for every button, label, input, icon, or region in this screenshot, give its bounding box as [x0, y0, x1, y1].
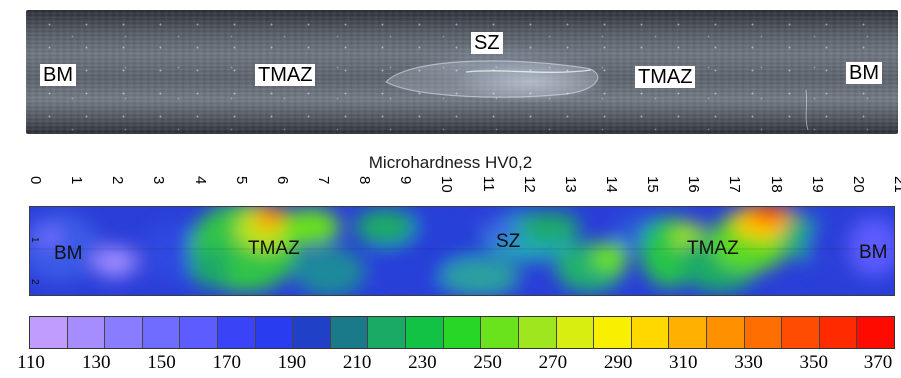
y-tick-2: 2 — [29, 279, 40, 285]
x-tick-5: 5 — [232, 176, 250, 185]
hardness-contour-map: 1 2 BM TMAZ SZ TMAZ BM — [29, 206, 895, 296]
legend-swatch-5 — [218, 317, 256, 348]
x-tick-21: 21 — [891, 176, 901, 193]
legend-value-270: 270 — [538, 352, 568, 373]
x-tick-2: 2 — [109, 176, 127, 185]
legend-swatch-15 — [594, 317, 632, 348]
legend-swatch-20 — [782, 317, 820, 348]
x-tick-3: 3 — [150, 176, 168, 185]
legend-value-130: 130 — [81, 352, 111, 373]
x-tick-0: 0 — [27, 176, 44, 185]
map-label-bm-left: BM — [54, 243, 83, 264]
legend-swatch-17 — [669, 317, 707, 348]
macro-label-tmaz-left: TMAZ — [255, 64, 316, 86]
legend-swatch-16 — [631, 317, 670, 348]
legend-swatch-8 — [330, 317, 369, 348]
legend-swatch-13 — [518, 317, 557, 348]
x-tick-18: 18 — [767, 176, 785, 193]
legend-value-210: 210 — [342, 352, 372, 373]
legend-value-330: 330 — [734, 352, 763, 373]
x-tick-15: 15 — [644, 176, 662, 193]
legend-swatch-10 — [406, 317, 444, 348]
x-tick-14: 14 — [603, 176, 620, 193]
macro-label-sz: SZ — [471, 32, 503, 54]
x-tick-9: 9 — [397, 176, 415, 185]
x-tick-1: 1 — [68, 176, 86, 185]
legend-swatch-22 — [857, 317, 895, 348]
macro-label-bm-left: BM — [40, 64, 76, 86]
legend-swatch-4 — [180, 317, 219, 348]
x-axis-ruler: 0 1 2 3 4 5 6 7 8 9 10 11 12 13 14 15 16 17 18 19 20 21 — [27, 176, 901, 202]
legend-swatch-14 — [556, 317, 595, 348]
legend-swatch-19 — [744, 317, 783, 348]
map-label-tmaz-left: TMAZ — [248, 238, 300, 259]
color-legend — [29, 316, 895, 349]
x-tick-11: 11 — [479, 176, 497, 192]
legend-value-110: 110 — [17, 352, 45, 373]
legend-swatch-3 — [142, 317, 181, 348]
y-tick-1: 1 — [29, 237, 40, 243]
legend-value-190: 190 — [277, 352, 307, 373]
macro-label-bm-right: BM — [846, 62, 882, 84]
legend-swatch-9 — [368, 317, 407, 348]
legend-labels: 110 130 150 170 190 210 230 250 270 290 310 330 350 3… — [0, 352, 901, 376]
legend-swatch-12 — [481, 317, 519, 348]
macro-label-tmaz-right: TMAZ — [635, 66, 696, 88]
legend-swatch-18 — [706, 317, 745, 348]
weld-macrograph: BM TMAZ SZ TMAZ BM — [26, 10, 898, 134]
legend-value-310: 310 — [669, 352, 698, 373]
x-tick-4: 4 — [191, 176, 209, 185]
map-title: Microhardness HV0,2 — [368, 153, 533, 172]
x-tick-6: 6 — [273, 176, 291, 185]
x-tick-12: 12 — [520, 176, 538, 193]
legend-value-290: 290 — [603, 352, 633, 373]
legend-swatch-6 — [255, 317, 294, 348]
legend-swatch-0 — [30, 317, 68, 348]
map-label-bm-right: BM — [859, 242, 888, 263]
x-tick-16: 16 — [685, 176, 703, 193]
legend-value-250: 250 — [473, 352, 502, 373]
legend-value-170: 170 — [212, 352, 241, 373]
legend-swatch-7 — [293, 317, 331, 348]
x-tick-13: 13 — [561, 176, 579, 193]
x-tick-10: 10 — [438, 176, 456, 193]
legend-swatch-2 — [105, 317, 143, 348]
legend-swatch-21 — [819, 317, 858, 348]
contour-field — [30, 207, 894, 295]
x-tick-20: 20 — [849, 176, 867, 193]
x-tick-7: 7 — [315, 176, 332, 185]
legend-swatch-11 — [443, 317, 482, 348]
map-label-sz: SZ — [496, 231, 521, 252]
legend-value-350: 350 — [799, 352, 829, 373]
weld-nugget-outline — [385, 60, 809, 131]
x-tick-17: 17 — [726, 176, 744, 193]
legend-swatch-1 — [67, 317, 106, 348]
legend-value-230: 230 — [408, 352, 437, 373]
map-label-tmaz-right: TMAZ — [687, 238, 739, 259]
x-tick-8: 8 — [356, 176, 374, 185]
x-tick-19: 19 — [808, 176, 826, 193]
legend-value-150: 150 — [147, 352, 176, 373]
legend-value-370: 370 — [863, 352, 893, 373]
